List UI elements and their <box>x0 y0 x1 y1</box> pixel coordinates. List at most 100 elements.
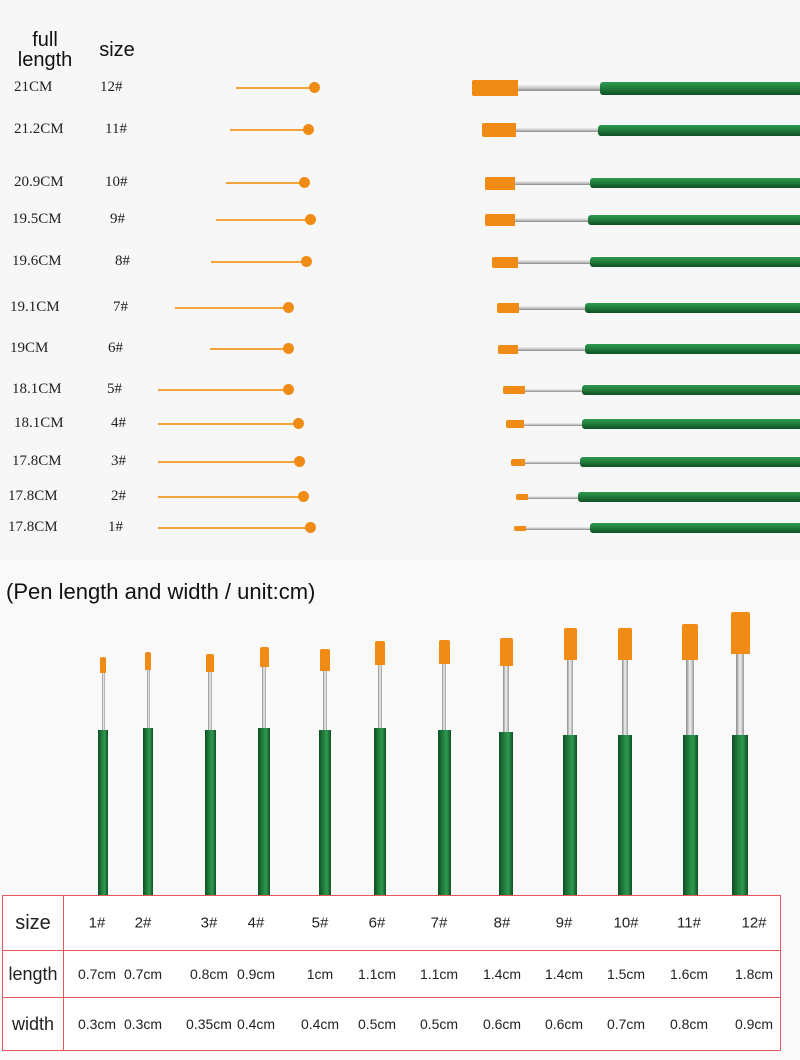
length-pointer <box>158 491 309 503</box>
length-pointer <box>211 256 312 268</box>
paint-brush <box>485 214 800 226</box>
length-cells: 0.7cm 0.7cm 0.8cm 0.9cm 1cm 1.1cm 1.1cm 1.4cm 1.… <box>64 951 780 997</box>
length-pointer <box>175 302 294 314</box>
size-value: 9# <box>110 211 125 227</box>
handle <box>373 728 387 900</box>
length-pointer <box>158 418 304 430</box>
full-length-value: 17.8CM <box>12 453 62 469</box>
bristle <box>730 612 750 654</box>
bristle <box>511 458 525 466</box>
length-cell: 1.4cm <box>482 966 522 982</box>
row-header-size: size <box>2 895 64 951</box>
length-cell: 1.6cm <box>669 966 709 982</box>
paint-brush-vertical <box>318 649 332 900</box>
paint-brush-vertical <box>563 628 577 900</box>
handle <box>588 215 800 225</box>
bristle <box>438 640 450 664</box>
width-cell: 0.7cm <box>606 1016 646 1032</box>
bristle <box>145 652 151 670</box>
bristle <box>498 344 518 354</box>
paint-brush-vertical <box>141 652 155 900</box>
size-cell: 4# <box>247 914 265 932</box>
paint-brush <box>506 418 800 430</box>
length-cell: 1.1cm <box>419 966 459 982</box>
paint-brush <box>503 384 800 396</box>
ferrule <box>516 127 598 133</box>
ferrule <box>518 85 600 91</box>
paint-brush-vertical <box>203 654 217 900</box>
ferrule <box>208 672 212 730</box>
handle <box>618 735 632 900</box>
handle <box>590 178 800 188</box>
size-cell: 5# <box>311 914 329 932</box>
size-cell: 7# <box>430 914 448 932</box>
paint-brush <box>511 456 800 468</box>
ferrule <box>735 654 745 735</box>
paint-brush-vertical <box>437 640 451 900</box>
handle <box>142 728 154 900</box>
length-cell: 1.5cm <box>606 966 646 982</box>
size-header: size <box>99 39 135 61</box>
paint-brush-vertical <box>682 624 698 900</box>
length-cell: 0.7cm <box>77 966 117 982</box>
ferrule <box>525 460 580 464</box>
width-cells: 0.3cm 0.3cm 0.35cm 0.4cm 0.4cm 0.5cm 0.5cm 0.6c… <box>64 998 780 1050</box>
paint-brush-vertical <box>618 628 632 900</box>
size-cell: 6# <box>368 914 386 932</box>
full-length-value: 19.1CM <box>10 299 60 315</box>
paint-brush <box>497 302 800 314</box>
size-value: 8# <box>115 253 130 269</box>
width-cell: 0.4cm <box>236 1016 276 1032</box>
pen-dimensions-subtitle: (Pen length and width / unit:cm) <box>6 579 316 604</box>
ferrule <box>528 495 578 499</box>
size-value: 7# <box>113 299 128 315</box>
width-cell: 0.6cm <box>482 1016 522 1032</box>
width-cell: 0.3cm <box>123 1016 163 1032</box>
handle <box>682 735 698 900</box>
handle <box>98 730 108 900</box>
size-cell: 12# <box>741 914 767 932</box>
handle <box>582 419 800 429</box>
row-header-length: length <box>2 950 64 998</box>
handle <box>582 385 800 395</box>
paint-brush <box>472 80 800 96</box>
handle <box>590 523 800 533</box>
size-cell: 9# <box>555 914 573 932</box>
handle <box>600 81 800 95</box>
bristle <box>506 420 524 428</box>
paint-brush-vertical <box>96 657 110 900</box>
bristle <box>100 657 106 673</box>
ferrule <box>567 660 573 735</box>
length-cell: 1cm <box>306 966 334 982</box>
width-cell: 0.8cm <box>669 1016 709 1032</box>
paint-brush <box>516 491 800 503</box>
paint-brush <box>482 123 800 137</box>
ferrule <box>518 260 590 264</box>
length-cell: 0.9cm <box>236 966 276 982</box>
length-cell: 0.7cm <box>123 966 163 982</box>
spec-row-width: width 0.3cm 0.3cm 0.35cm 0.4cm 0.4cm 0.5cm 0.5… <box>2 997 781 1051</box>
bristle <box>682 624 698 660</box>
size-cell: 3# <box>200 914 218 932</box>
size-value: 5# <box>107 381 122 397</box>
handle <box>204 730 216 900</box>
size-value: 1# <box>108 519 123 535</box>
length-pointer <box>158 522 316 534</box>
width-cell: 0.3cm <box>77 1016 117 1032</box>
size-cell: 8# <box>493 914 511 932</box>
bristle <box>472 80 518 96</box>
paint-brush <box>485 176 800 190</box>
handle <box>585 303 800 313</box>
full-length-value: 18.1CM <box>14 415 64 431</box>
bristle <box>485 176 515 190</box>
row-header-width: width <box>2 997 64 1051</box>
full-length-value: 17.8CM <box>8 519 58 535</box>
ferrule <box>377 665 383 728</box>
width-cell: 0.35cm <box>186 1016 232 1032</box>
size-value: 11# <box>105 121 127 137</box>
full-length-header: full length <box>10 30 80 70</box>
ferrule <box>526 526 590 530</box>
bristle <box>482 123 516 137</box>
length-cell: 0.8cm <box>189 966 229 982</box>
bristle <box>563 628 577 660</box>
